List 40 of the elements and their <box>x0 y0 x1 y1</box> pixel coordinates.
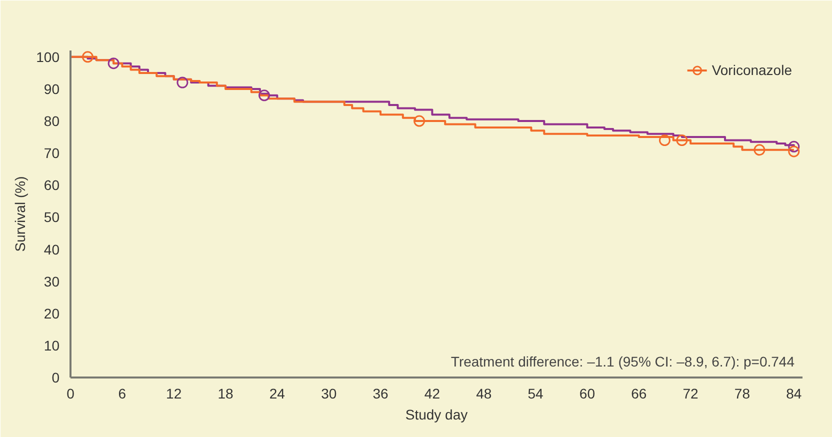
x-tick-label: 54 <box>528 386 544 402</box>
point <box>676 134 688 146</box>
y-tick-label: 10 <box>44 337 60 354</box>
y-tick-label: 70 <box>44 145 60 162</box>
x-tick-label: 6 <box>118 386 126 402</box>
point <box>108 58 120 70</box>
x-tick-label: 72 <box>682 386 699 402</box>
y-tick-label: 30 <box>44 273 60 290</box>
point <box>176 76 188 88</box>
annotation: Treatment difference: –1.1 (95% CI: –8.9, 6.7): p=0.744 <box>450 354 795 370</box>
point <box>754 144 766 156</box>
y-tick-label: 50 <box>44 209 60 226</box>
x-tick-label: 30 <box>321 386 337 402</box>
y-tick-label: 20 <box>44 305 60 322</box>
point <box>788 146 800 158</box>
y-tick-label: 60 <box>44 177 60 194</box>
x-tick-label: 36 <box>372 386 389 402</box>
point <box>788 140 800 152</box>
y-tick-label: 100 <box>36 48 60 65</box>
x-tick-label: 84 <box>786 386 802 402</box>
x-tick-label: 48 <box>476 386 492 402</box>
x-tick-label: 42 <box>424 386 440 402</box>
x-tick-label: 12 <box>166 386 182 402</box>
x-tick-label: 0 <box>66 386 75 402</box>
x-tick-label: 66 <box>631 386 647 402</box>
x-tick-label: 60 <box>579 386 596 402</box>
x-axis-title: Study day <box>405 406 468 422</box>
point <box>82 51 94 63</box>
point <box>658 134 670 146</box>
point <box>258 90 270 102</box>
y-tick-label: 0 <box>52 370 60 386</box>
x-tick-label: 78 <box>734 386 750 402</box>
y-tick-label: 90 <box>44 80 60 97</box>
y-tick-label: 40 <box>44 241 60 258</box>
x-tick-label: 24 <box>269 386 286 402</box>
point <box>414 115 426 127</box>
y-tick-label: 80 <box>44 113 60 130</box>
legend-label: Voriconazole <box>712 62 792 78</box>
x-tick-label: 18 <box>218 386 234 402</box>
y-axis-title: Survival (%) <box>12 176 28 252</box>
